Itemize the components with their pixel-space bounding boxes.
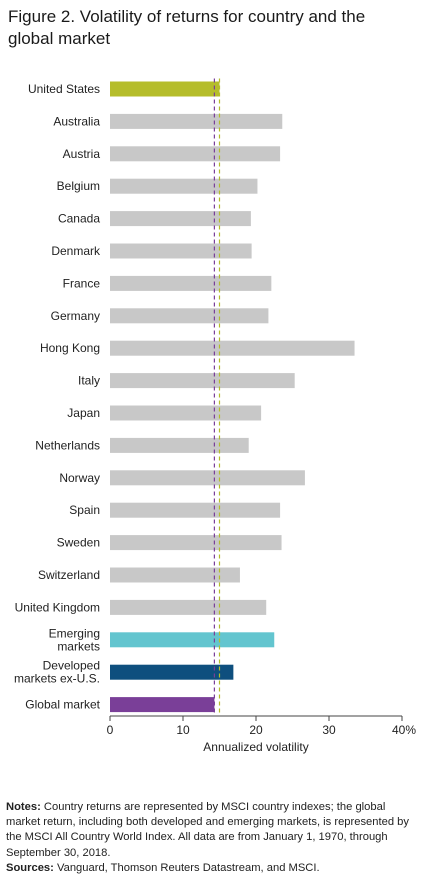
category-label-line: Emerging (49, 626, 100, 640)
bar-france (110, 275, 272, 291)
category-label-line: markets ex-U.S. (14, 672, 100, 686)
category-label-line: Japan (67, 406, 100, 420)
bar-japan (110, 405, 262, 421)
category-label-line: Sweden (57, 536, 100, 550)
bar-sweden (110, 535, 282, 551)
category-label-line: Canada (58, 212, 100, 226)
category-label-line: Norway (59, 471, 100, 485)
category-label-line: Belgium (57, 179, 100, 193)
bar-germany (110, 308, 269, 324)
category-label-italy: Italy (78, 374, 100, 388)
category-label-line: Hong Kong (40, 341, 100, 355)
bar-switzerland (110, 567, 240, 583)
category-label-austria: Austria (63, 147, 101, 161)
category-label-line: France (63, 276, 101, 290)
category-label-united-states: United States (28, 82, 100, 96)
bar-australia (110, 113, 283, 129)
bar-hong-kong (110, 340, 355, 356)
category-labels-group: United States Australia Austria Belgium Cana… (14, 82, 101, 712)
category-label-netherlands: Netherlands (35, 438, 100, 452)
category-label-line: United Kingdom (15, 600, 100, 614)
category-label-line: Spain (69, 503, 100, 517)
x-tick-label: 30 (322, 723, 336, 737)
reference-lines-group (213, 78, 221, 715)
category-label-united-kingdom: United Kingdom (15, 600, 100, 614)
notes-block: Notes: Country returns are represented b… (6, 800, 416, 876)
category-label-australia: Australia (53, 114, 100, 128)
category-label-hong-kong: Hong Kong (40, 341, 100, 355)
bar-denmark (110, 243, 252, 259)
notes-text: Country returns are represented by MSCI … (6, 801, 409, 859)
bar-global-market (110, 697, 215, 713)
category-label-canada: Canada (58, 212, 100, 226)
bar-spain (110, 502, 281, 518)
bar-chart: United States Australia Austria Belgium Cana… (14, 78, 416, 754)
category-label-line: Austria (63, 147, 101, 161)
x-tick-label: 20 (249, 723, 263, 737)
category-label-japan: Japan (67, 406, 100, 420)
bar-united-states (110, 81, 220, 97)
category-label-spain: Spain (69, 503, 100, 517)
x-tick-label: 0 (107, 723, 114, 737)
sources-label: Sources: (6, 861, 54, 874)
bar-austria (110, 146, 281, 162)
x-tick-label: 10 (176, 723, 190, 737)
x-axis-title: Annualized volatility (203, 740, 308, 754)
bar-emerging-markets (110, 632, 275, 648)
category-label-line: Germany (51, 309, 100, 323)
category-label-emerging-markets: Emerging markets (49, 626, 100, 653)
category-label-line: Switzerland (38, 568, 100, 582)
category-label-global-market: Global market (25, 698, 100, 712)
category-label-germany: Germany (51, 309, 100, 323)
category-label-line: United States (28, 82, 100, 96)
bar-italy (110, 373, 295, 389)
category-label-line: Developed (43, 659, 100, 673)
bar-norway (110, 470, 305, 486)
category-label-france: France (63, 276, 101, 290)
bar-united-kingdom (110, 599, 267, 615)
category-label-line: markets (57, 639, 100, 653)
sources-text: Vanguard, Thomson Reuters Datastream, an… (56, 861, 320, 874)
category-label-line: Global market (25, 698, 100, 712)
category-label-line: Netherlands (35, 438, 100, 452)
category-label-denmark: Denmark (51, 244, 101, 258)
x-tick-label: 40% (392, 723, 416, 737)
category-label-sweden: Sweden (57, 536, 100, 550)
notes-label: Notes: (6, 801, 41, 813)
category-label-switzerland: Switzerland (38, 568, 100, 582)
category-label-developed-markets-ex-u-s: Developed markets ex-U.S. (14, 659, 100, 686)
bar-canada (110, 211, 251, 227)
bars-group (110, 81, 355, 713)
category-label-belgium: Belgium (57, 179, 100, 193)
category-label-line: Italy (78, 374, 100, 388)
category-label-line: Denmark (51, 244, 101, 258)
category-label-norway: Norway (59, 471, 100, 485)
chart-title: Figure 2. Volatility of returns for coun… (8, 7, 366, 48)
category-label-line: Australia (53, 114, 100, 128)
x-axis: 0 10 20 30 40% (107, 715, 416, 737)
bar-belgium (110, 178, 258, 194)
bar-netherlands (110, 437, 249, 453)
bar-developed-markets-ex-u-s (110, 664, 234, 680)
